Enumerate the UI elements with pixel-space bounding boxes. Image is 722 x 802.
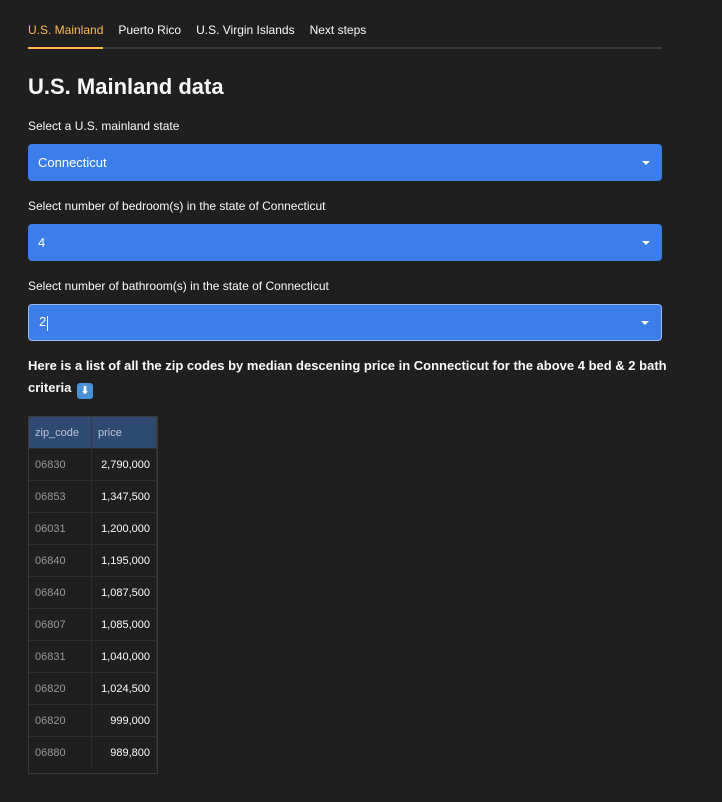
state-select-value: Connecticut [38, 155, 107, 170]
cell-zip-code[interactable]: 06831 [29, 640, 92, 673]
tab-us-mainland[interactable]: U.S. Mainland [28, 14, 104, 49]
table-row: 06831 1,040,000 [29, 640, 157, 673]
text-cursor [47, 315, 49, 331]
cell-price[interactable]: 1,087,500 [91, 576, 157, 609]
table-row: 06820 1,024,500 [29, 672, 157, 705]
cell-zip-code[interactable]: 06807 [29, 608, 92, 641]
bathroom-select-input[interactable]: 2 [39, 314, 641, 331]
down-arrow-icon: ⬇ [77, 383, 93, 399]
bathroom-select-value: 2 [39, 314, 47, 330]
cell-zip-code[interactable]: 06820 [29, 672, 92, 705]
cell-price[interactable]: 989,800 [91, 736, 157, 768]
cell-zip-code[interactable]: 06840 [29, 576, 92, 609]
cell-price[interactable]: 2,790,000 [91, 448, 157, 481]
column-header-zip-code[interactable]: zip_code [29, 417, 92, 449]
table-row: 06840 1,195,000 [29, 544, 157, 577]
state-select[interactable]: Connecticut [28, 144, 662, 181]
data-table: zip_code price 06830 2,790,000 06853 1,3… [29, 417, 157, 768]
cell-zip-code[interactable]: 06820 [29, 704, 92, 737]
table-header-row: zip_code price [29, 417, 157, 449]
table-row: 06840 1,087,500 [29, 576, 157, 609]
bedroom-select-value: 4 [38, 235, 46, 250]
tab-bar: U.S. Mainland Puerto Rico U.S. Virgin Is… [28, 14, 662, 49]
cell-price[interactable]: 1,347,500 [91, 480, 157, 513]
cell-zip-code[interactable]: 06031 [29, 512, 92, 545]
table-row: 06853 1,347,500 [29, 480, 157, 513]
tab-puerto-rico[interactable]: Puerto Rico [118, 23, 182, 37]
bathroom-select[interactable]: 2 [28, 304, 662, 341]
bedroom-select-label: Select number of bedroom(s) in the state… [28, 199, 326, 213]
tab-us-virgin-islands[interactable]: U.S. Virgin Islands [196, 23, 295, 37]
cell-price[interactable]: 1,024,500 [91, 672, 157, 705]
table-row: 06830 2,790,000 [29, 448, 157, 481]
page-title: U.S. Mainland data [28, 74, 224, 99]
bathroom-select-label: Select number of bathroom(s) in the stat… [28, 279, 329, 293]
column-header-price[interactable]: price [91, 417, 157, 449]
results-description: Here is a list of all the zip codes by m… [28, 355, 668, 399]
cell-zip-code[interactable]: 06880 [29, 736, 92, 768]
table-row: 06880 989,800 [29, 736, 157, 768]
cell-price[interactable]: 1,085,000 [91, 608, 157, 641]
results-description-text: Here is a list of all the zip codes by m… [28, 358, 667, 395]
cell-zip-code[interactable]: 06853 [29, 480, 92, 513]
table-row: 06807 1,085,000 [29, 608, 157, 641]
tab-next-steps[interactable]: Next steps [309, 23, 367, 37]
chevron-down-icon [642, 240, 650, 245]
cell-price[interactable]: 1,040,000 [91, 640, 157, 673]
table-row: 06820 999,000 [29, 704, 157, 737]
cell-price[interactable]: 1,200,000 [91, 512, 157, 545]
bedroom-select[interactable]: 4 [28, 224, 662, 261]
zip-price-table[interactable]: zip_code price 06830 2,790,000 06853 1,3… [28, 416, 158, 774]
table-row: 06031 1,200,000 [29, 512, 157, 545]
state-select-label: Select a U.S. mainland state [28, 119, 180, 133]
cell-price[interactable]: 999,000 [91, 704, 157, 737]
cell-zip-code[interactable]: 06840 [29, 544, 92, 577]
chevron-down-icon [641, 320, 649, 325]
cell-zip-code[interactable]: 06830 [29, 448, 92, 481]
cell-price[interactable]: 1,195,000 [91, 544, 157, 577]
chevron-down-icon [642, 160, 650, 165]
